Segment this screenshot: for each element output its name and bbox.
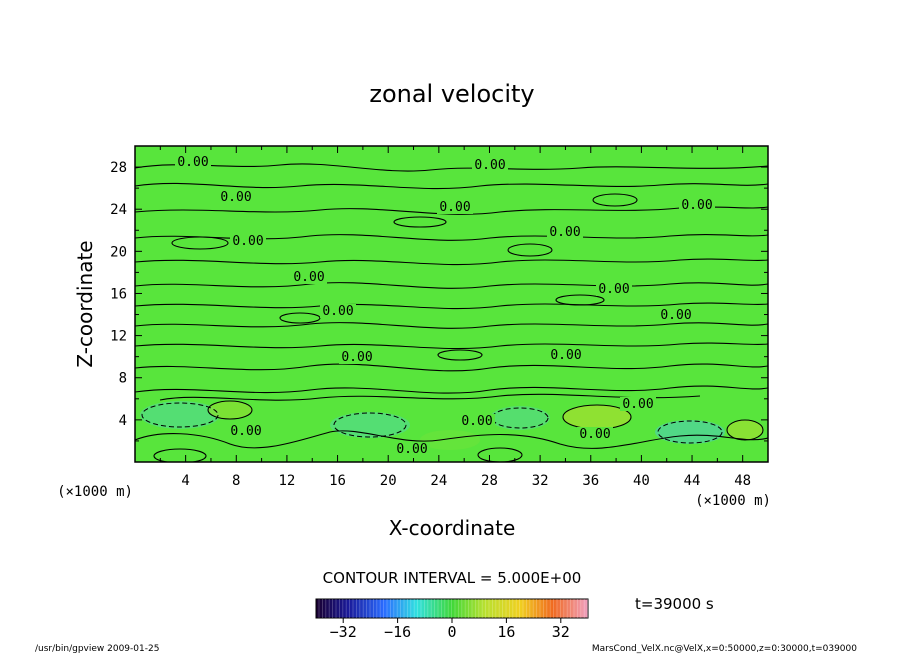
contour-label: 0.00 bbox=[598, 282, 629, 297]
x-tick-label: 16 bbox=[329, 473, 346, 489]
colorbar-tick-label: −16 bbox=[384, 623, 411, 641]
x-axis-unit: (×1000 m) bbox=[695, 493, 771, 509]
contour-label: 0.00 bbox=[293, 270, 324, 285]
contour-label-bg bbox=[472, 158, 508, 172]
contour-label: 0.00 bbox=[579, 427, 610, 442]
contour-label: 0.00 bbox=[660, 308, 691, 323]
contour-label: 0.00 bbox=[622, 397, 653, 412]
contour-label-bg bbox=[218, 190, 254, 204]
contour-label: 0.00 bbox=[322, 304, 353, 319]
colorbar-tick-label: 16 bbox=[497, 623, 515, 641]
contour-label-bg bbox=[320, 304, 356, 318]
footer-left: /usr/bin/gpview 2009-01-25 bbox=[35, 644, 159, 654]
contour-label: 0.00 bbox=[550, 348, 581, 363]
y-tick-label: 16 bbox=[110, 286, 127, 302]
contour-label: 0.00 bbox=[341, 350, 372, 365]
contour-label-bg bbox=[394, 442, 430, 456]
x-tick-label: 32 bbox=[532, 473, 549, 489]
x-tick-label: 36 bbox=[582, 473, 599, 489]
contour-label-bg bbox=[339, 350, 375, 364]
contour-label: 0.00 bbox=[549, 225, 580, 240]
contour-label-bg bbox=[175, 155, 211, 169]
contour-label: 0.00 bbox=[474, 158, 505, 173]
colorbar-tick-label: 0 bbox=[447, 623, 456, 641]
x-tick-label: 28 bbox=[481, 473, 498, 489]
contour-label-bg bbox=[437, 200, 473, 214]
x-tick-label: 12 bbox=[278, 473, 295, 489]
footer-right: MarsCond_VelX.nc@VelX,x=0:50000,z=0:3000… bbox=[592, 644, 857, 654]
contour-field: 0.00 0.00 0.00 0.00 0.00 0.00 0.00 0.00 0.00 0.00… bbox=[135, 146, 768, 462]
y-axis-unit: (×1000 m) bbox=[57, 484, 133, 500]
contour-label: 0.00 bbox=[230, 424, 261, 439]
contour-label-bg bbox=[658, 308, 694, 322]
contour-label-bg bbox=[291, 270, 327, 284]
colorbar-tick-label: −32 bbox=[330, 623, 357, 641]
time-label: t=39000 s bbox=[635, 595, 714, 613]
contour-label-bg bbox=[228, 424, 264, 438]
contour-label: 0.00 bbox=[220, 190, 251, 205]
y-tick-label: 12 bbox=[110, 329, 127, 345]
y-tick-label: 28 bbox=[110, 160, 127, 176]
contour-label: 0.00 bbox=[396, 442, 427, 457]
contour-label: 0.00 bbox=[439, 200, 470, 215]
y-axis-label: Z-coordinate bbox=[73, 240, 97, 367]
y-tick-label: 4 bbox=[119, 413, 127, 429]
contour-label-bg bbox=[596, 282, 632, 296]
x-tick-label: 8 bbox=[232, 473, 240, 489]
contour-label-bg bbox=[679, 198, 715, 212]
y-tick-label: 24 bbox=[110, 202, 127, 218]
colorbar-stripes bbox=[318, 599, 588, 618]
x-axis-label: X-coordinate bbox=[389, 516, 516, 540]
x-tick-label: 48 bbox=[734, 473, 751, 489]
contour-label-bg bbox=[620, 397, 656, 411]
x-tick-label: 20 bbox=[380, 473, 397, 489]
contour-label: 0.00 bbox=[681, 198, 712, 213]
contour-label-bg bbox=[459, 414, 495, 428]
plot-frame bbox=[134, 145, 769, 463]
contour-interval: CONTOUR INTERVAL = 5.000E+00 bbox=[323, 569, 582, 587]
y-tick-label: 8 bbox=[119, 371, 127, 387]
contour-label: 0.00 bbox=[232, 234, 263, 249]
contour-label: 0.00 bbox=[461, 414, 492, 429]
chart-title: zonal velocity bbox=[369, 80, 534, 108]
contour-label-bg bbox=[577, 427, 613, 441]
contour-label-bg bbox=[547, 225, 583, 239]
contour-label-bg bbox=[230, 234, 266, 248]
contour-label-bg bbox=[548, 348, 584, 362]
colorbar-tick-label: 32 bbox=[552, 623, 570, 641]
x-tick-label: 4 bbox=[181, 473, 189, 489]
x-tick-label: 44 bbox=[684, 473, 701, 489]
x-tick-label: 24 bbox=[430, 473, 447, 489]
x-tick-label: 40 bbox=[633, 473, 650, 489]
contour-label: 0.00 bbox=[177, 155, 208, 170]
y-tick-label: 20 bbox=[110, 244, 127, 260]
